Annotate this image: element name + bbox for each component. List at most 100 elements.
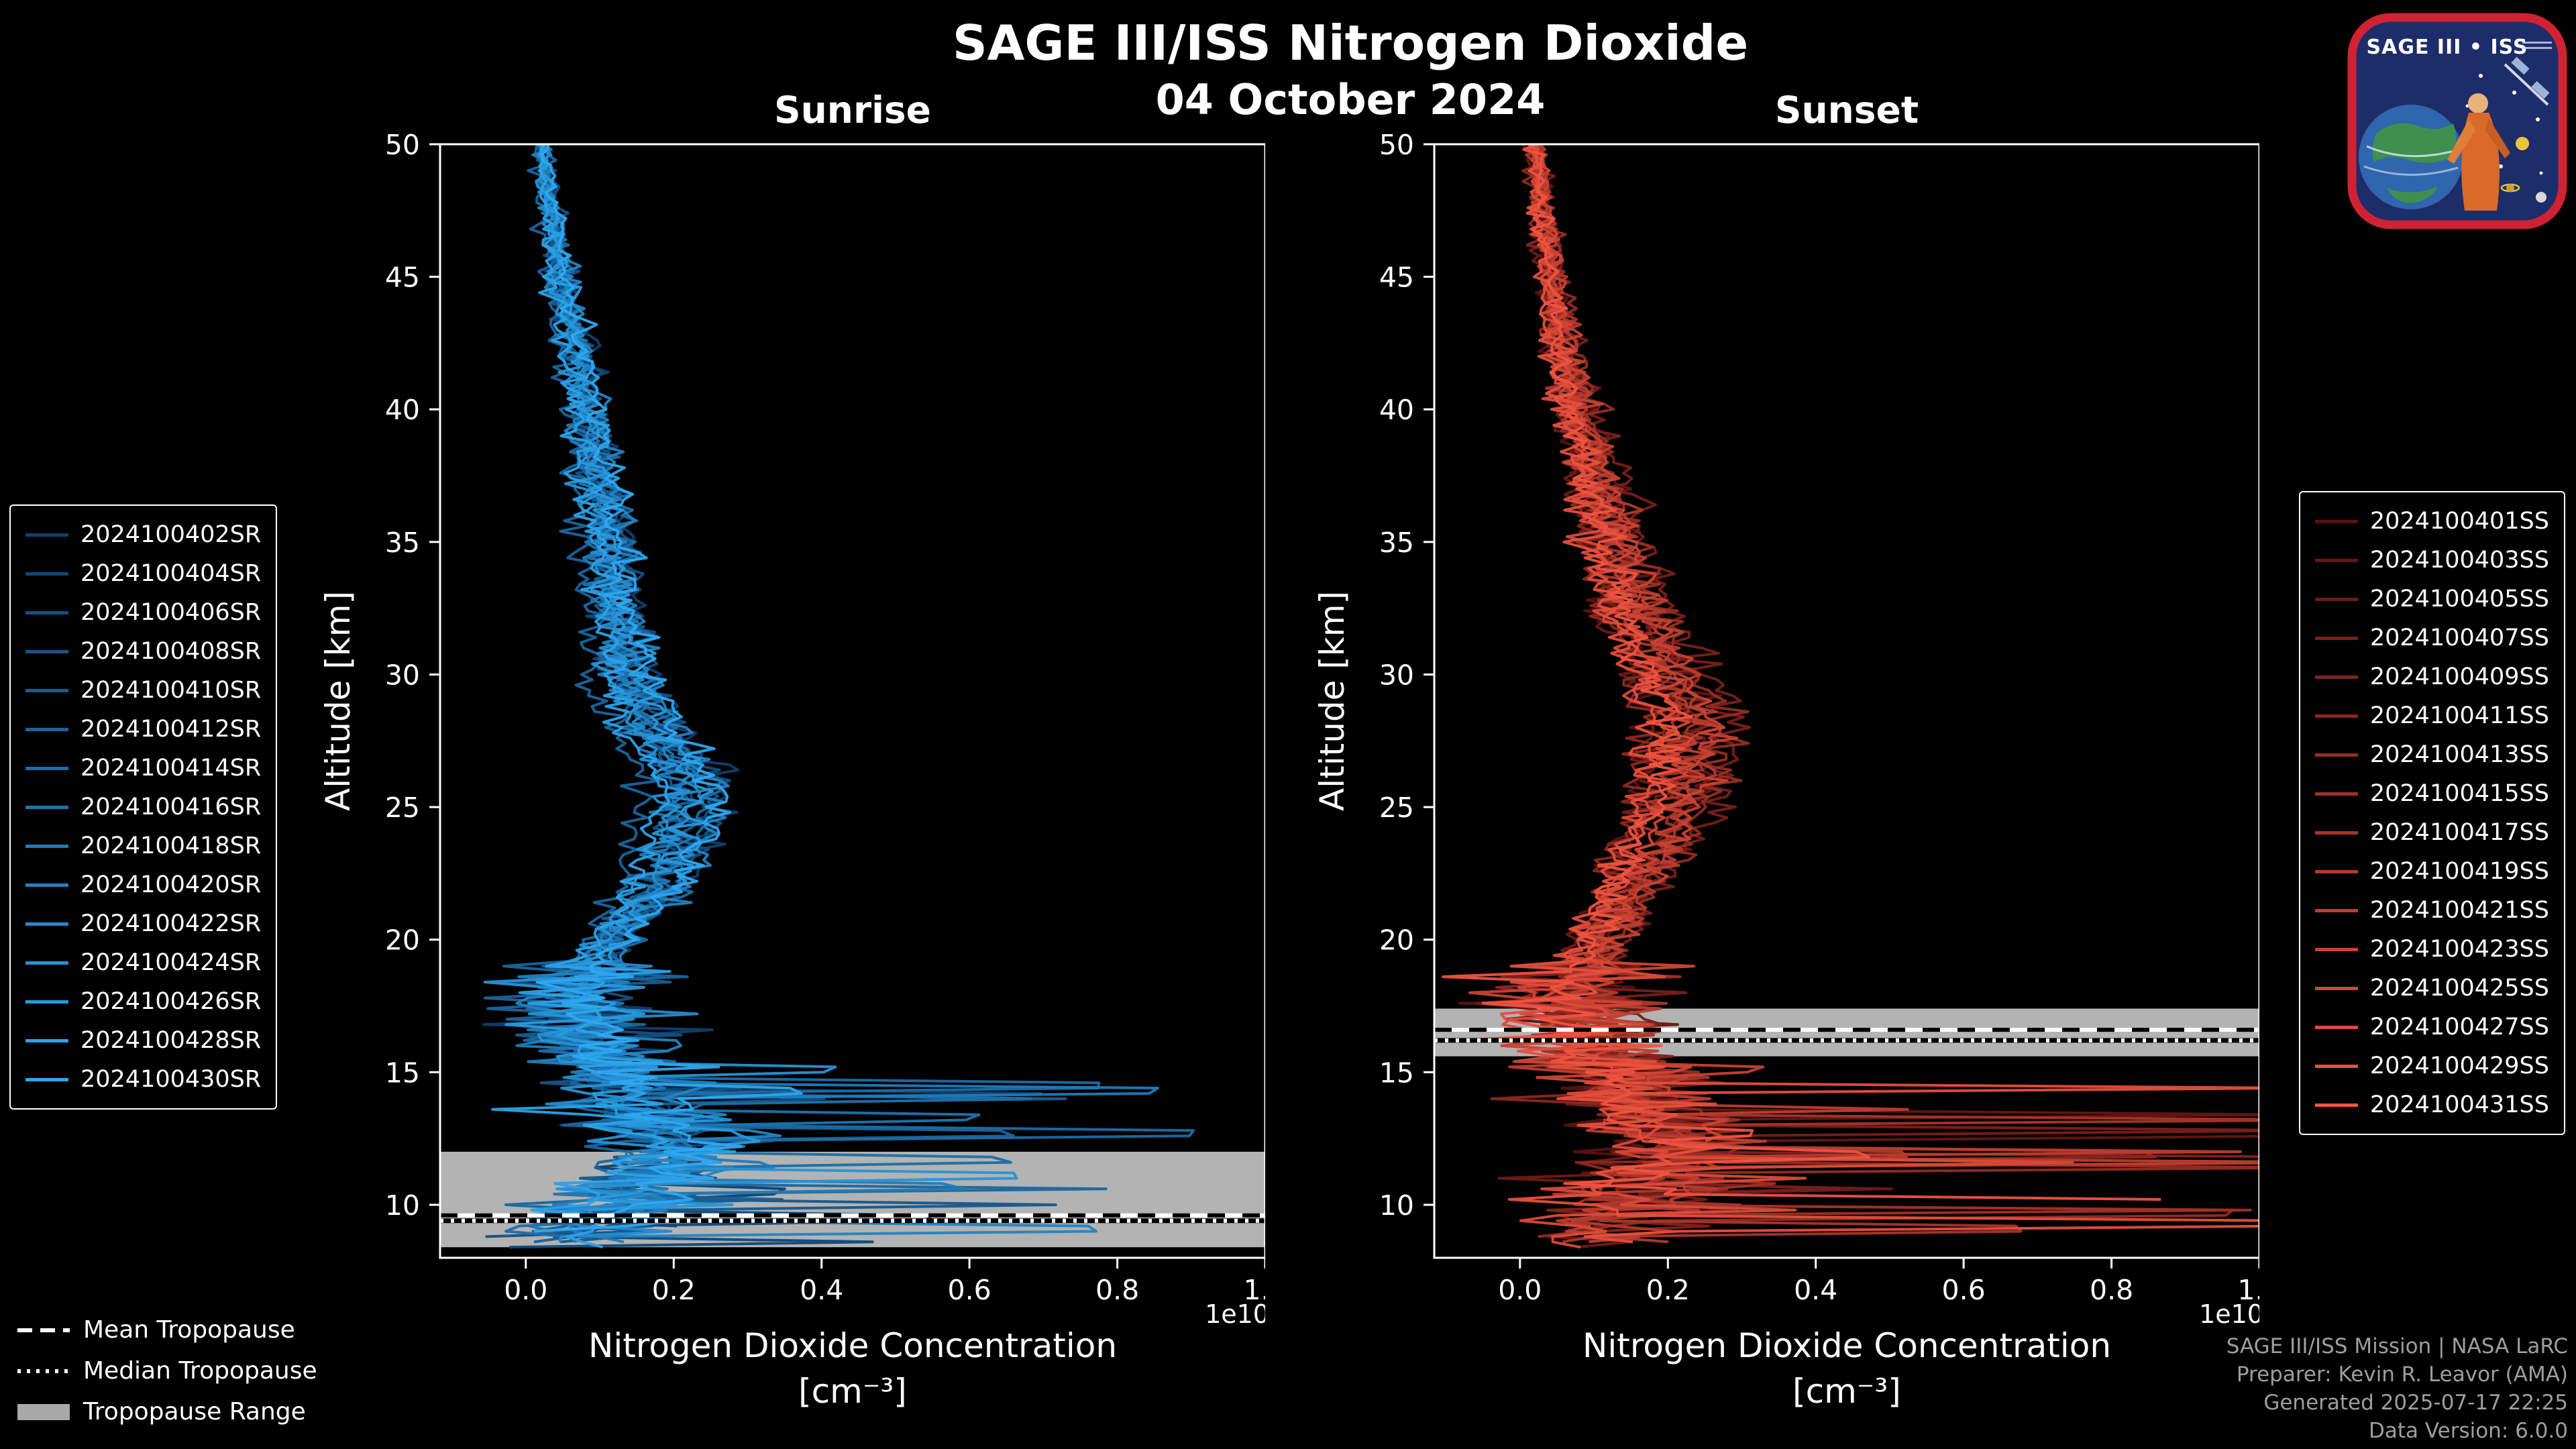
- series-color-swatch: [2314, 792, 2358, 796]
- series-color-swatch: [25, 844, 68, 848]
- series-label: 2024100422SR: [80, 910, 262, 937]
- x-axis-units-label: [cm⁻³]: [798, 1372, 907, 1411]
- logo-earth: [2359, 105, 2463, 209]
- series-color-swatch: [2314, 714, 2358, 718]
- tropopause-lines: [440, 1213, 1265, 1224]
- series-color-swatch: [25, 805, 68, 809]
- y-tick-label: 50: [1379, 129, 1414, 161]
- profile-line: [483, 144, 1018, 1212]
- series-color-swatch: [2314, 830, 2358, 835]
- series-label: 2024100418SR: [80, 833, 262, 859]
- credits: SAGE III/ISS Mission | NASA LaRC Prepare…: [2226, 1332, 2568, 1445]
- legend-item-series: 2024100412SR: [25, 710, 261, 749]
- range-patch-sample: [17, 1403, 70, 1420]
- series-color-swatch: [25, 961, 68, 965]
- legend-item-series: 2024100431SS: [2314, 1085, 2549, 1124]
- series-label: 2024100431SS: [2369, 1091, 2549, 1118]
- series-color-swatch: [25, 1038, 68, 1042]
- series-color-swatch: [25, 727, 68, 731]
- x-tick-label: 0.6: [947, 1274, 991, 1306]
- legend-item-series: 2024100414SR: [25, 749, 261, 788]
- x-tick-label: 0.0: [1498, 1274, 1542, 1306]
- y-tick-label: 35: [1379, 527, 1414, 559]
- legend-item-series: 2024100418SR: [25, 826, 261, 865]
- x-tick-label: 1.0: [2237, 1274, 2259, 1306]
- x-axis-offset-label: 1e10: [2199, 1299, 2259, 1329]
- series-label: 2024100420SR: [80, 871, 262, 898]
- series-label: 2024100427SS: [2369, 1014, 2549, 1040]
- legend-item-series: 2024100401SS: [2314, 502, 2549, 541]
- figure-date: 04 October 2024: [1155, 75, 1546, 124]
- series-label: 2024100419SS: [2369, 858, 2549, 885]
- x-tick-label: 0.2: [1646, 1274, 1690, 1306]
- series-label: 2024100409SS: [2369, 663, 2549, 690]
- x-tick-label: 0.8: [1095, 1274, 1139, 1306]
- legend-item-series: 2024100424SR: [25, 943, 261, 982]
- series-label: 2024100411SS: [2369, 702, 2549, 729]
- y-tick-label: 30: [385, 659, 420, 692]
- series-label: 2024100426SR: [80, 988, 262, 1015]
- y-tick-label: 45: [385, 262, 420, 294]
- y-tick-label: 30: [1379, 659, 1414, 692]
- legend-item-series: 2024100415SS: [2314, 774, 2549, 813]
- credit-generated: Generated 2025-07-17 22:25: [2263, 1391, 2568, 1415]
- tropopause-range-label: Tropopause Range: [83, 1398, 306, 1426]
- legend-item-series: 2024100402SR: [25, 515, 261, 554]
- dashed-line-sample: [17, 1328, 70, 1332]
- plot-frame: [439, 143, 1265, 1259]
- y-tick-label: 10: [1379, 1189, 1414, 1222]
- series-label: 2024100415SS: [2369, 780, 2549, 807]
- series-color-swatch: [2314, 947, 2358, 951]
- mean-tropopause-legend-item: Mean Tropopause: [17, 1309, 317, 1350]
- series-color-swatch: [25, 649, 68, 653]
- series-label: 2024100402SR: [80, 521, 262, 548]
- series-color-swatch: [2314, 597, 2358, 601]
- legend-item-series: 2024100407SS: [2314, 619, 2549, 657]
- legend-item-series: 2024100428SR: [25, 1021, 261, 1060]
- y-axis-label: Altitude [km]: [319, 591, 358, 811]
- series-color-swatch: [25, 922, 68, 926]
- series-color-swatch: [2314, 753, 2358, 757]
- figure-title: SAGE III/ISS Nitrogen Dioxide: [952, 15, 1749, 71]
- x-tick-label: 0.4: [800, 1274, 843, 1306]
- median-tropopause-legend-item: Median Tropopause: [17, 1350, 317, 1391]
- legend-item-series: 2024100420SR: [25, 865, 261, 904]
- dotted-line-sample: [17, 1368, 70, 1373]
- series-color-swatch: [25, 1000, 68, 1004]
- logo-figure: [2447, 93, 2510, 211]
- sunrise-panel-title: Sunrise: [774, 89, 931, 131]
- series-color-swatch: [25, 1077, 68, 1081]
- y-tick-label: 15: [1379, 1057, 1414, 1089]
- series-color-swatch: [2314, 986, 2358, 990]
- series-label: 2024100404SR: [80, 560, 262, 587]
- x-tick-label: 0.2: [652, 1274, 696, 1306]
- profile-lines: [482, 144, 1195, 1249]
- series-color-swatch: [25, 883, 68, 887]
- plot-frame: [1433, 143, 2259, 1259]
- profile-lines: [1442, 144, 2259, 1249]
- profile-line: [1442, 144, 2161, 1201]
- series-color-swatch: [2314, 675, 2358, 679]
- x-tick-label: 1.0: [1243, 1274, 1265, 1306]
- sunrise-chart: 0.0 0.2 0.4 0.6 0.8 1.0 10 15 20 25 30 35 40 45 50 1e10…: [319, 129, 1265, 1411]
- legend-item-series: 2024100427SS: [2314, 1008, 2549, 1046]
- credit-preparer: Preparer: Kevin R. Leavor (AMA): [2236, 1362, 2568, 1387]
- credit-mission: SAGE III/ISS Mission | NASA LaRC: [2226, 1334, 2568, 1358]
- y-tick-label: 20: [1379, 924, 1414, 957]
- series-color-swatch: [25, 766, 68, 770]
- legend-item-series: 2024100413SS: [2314, 735, 2549, 774]
- median-tropopause-label: Median Tropopause: [83, 1357, 317, 1385]
- logo-title: SAGE III • ISS: [2367, 36, 2528, 59]
- series-color-swatch: [2314, 519, 2358, 523]
- series-label: 2024100406SR: [80, 599, 262, 626]
- series-label: 2024100429SS: [2369, 1053, 2549, 1079]
- series-color-swatch: [2314, 1064, 2358, 1068]
- legend-item-series: 2024100408SR: [25, 632, 261, 671]
- series-label: 2024100414SR: [80, 755, 262, 782]
- series-label: 2024100416SR: [80, 794, 262, 820]
- legend-item-series: 2024100423SS: [2314, 930, 2549, 969]
- profile-line: [533, 144, 803, 1233]
- mean-tropopause-label: Mean Tropopause: [83, 1316, 295, 1344]
- y-tick-label: 40: [1379, 394, 1414, 426]
- y-tick-label: 35: [385, 527, 420, 559]
